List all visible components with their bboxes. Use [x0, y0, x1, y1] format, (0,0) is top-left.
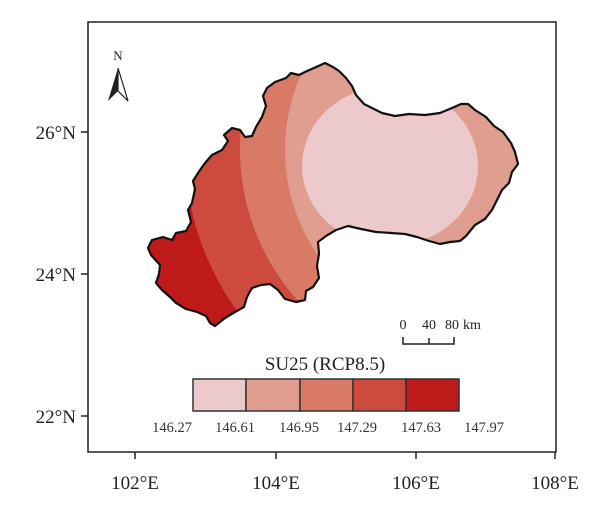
- legend-break-6: 147.97: [464, 420, 504, 436]
- legend-swatch-1: [192, 378, 247, 412]
- x-tick-label-104e: 104°E: [252, 473, 300, 494]
- scale-label-80: 80: [445, 318, 459, 333]
- x-tick-label-102e: 102°E: [111, 473, 159, 494]
- legend-swatch-5: [405, 378, 460, 412]
- legend-swatch-4: [352, 378, 407, 412]
- legend-break-4: 147.29: [337, 420, 377, 436]
- legend-break-2: 146.61: [215, 420, 255, 436]
- north-arrow-icon: N: [108, 48, 129, 102]
- y-tick-label-24n: 24°N: [36, 265, 77, 286]
- legend-break-3: 146.95: [279, 420, 319, 436]
- legend-title: SU25 (RCP8.5): [265, 354, 385, 375]
- scale-bar-line: [402, 337, 455, 345]
- scale-bar: 0 40 80 km: [400, 318, 481, 345]
- axis-ticks: [81, 131, 556, 459]
- north-label: N: [113, 48, 123, 63]
- legend-break-1: 146.27: [152, 420, 192, 436]
- legend-break-5: 147.63: [401, 420, 441, 436]
- band-146-27-146-61: [302, 86, 478, 246]
- y-tick-label-26n: 26°N: [36, 123, 77, 144]
- scale-unit: km: [463, 318, 481, 333]
- legend-swatch-3: [299, 378, 354, 412]
- scale-label-40: 40: [422, 318, 436, 333]
- x-tick-label-106e: 106°E: [392, 473, 440, 494]
- legend: SU25 (RCP8.5) 146.27 146.61 146.95 147.2…: [152, 354, 504, 436]
- y-tick-label-22n: 22°N: [36, 407, 77, 428]
- legend-swatch-2: [245, 378, 301, 412]
- scale-label-0: 0: [400, 318, 407, 333]
- x-tick-label-108e: 108°E: [531, 473, 579, 494]
